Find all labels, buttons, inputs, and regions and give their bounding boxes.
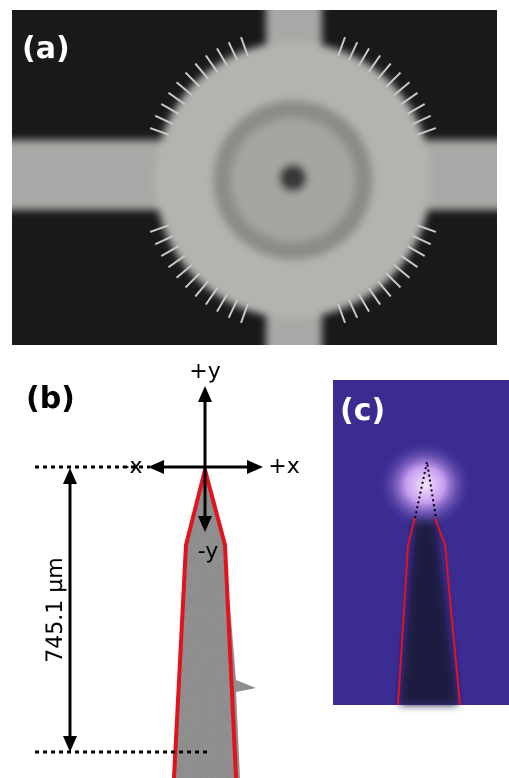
panel-label: (a) <box>22 31 70 66</box>
panel-label: (c) <box>340 393 385 428</box>
axis-label: -x <box>122 454 143 479</box>
panel-c: (c) <box>333 380 509 705</box>
axis-label: +x <box>268 454 299 479</box>
arrow-head <box>63 468 77 484</box>
center-dot <box>279 164 307 192</box>
axis-label: -y <box>198 539 219 564</box>
tip-texture <box>172 470 256 778</box>
panel-a: (a) <box>0 0 509 360</box>
arrow-head <box>247 460 263 474</box>
panel-b: (b) 745.1 µm +y -y -x +x <box>26 359 300 778</box>
plasma-glow <box>377 440 473 530</box>
dimension-label: 745.1 µm <box>43 557 68 662</box>
arrow-head <box>63 736 77 752</box>
arrow-head <box>148 460 164 474</box>
axis-label: +y <box>189 359 220 384</box>
panel-label: (b) <box>26 381 75 416</box>
arrow-head <box>198 386 212 402</box>
figure: (a) (b) 745.1 µm +y -y -x +x (c) <box>0 0 509 778</box>
